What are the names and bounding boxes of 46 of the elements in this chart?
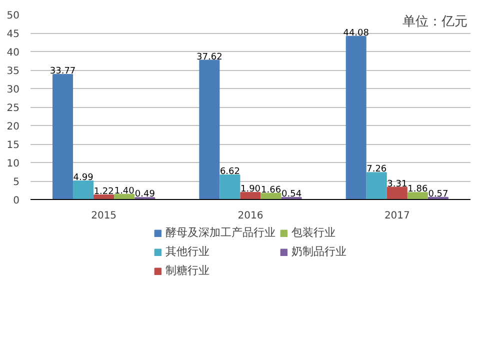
y-tick-label: 5 <box>13 177 20 188</box>
x-tick-label: 2017 <box>384 210 410 222</box>
y-tick-label: 35 <box>6 66 20 77</box>
data-label: 1.90 <box>240 184 261 194</box>
data-label: 3.31 <box>387 179 408 190</box>
bar <box>386 186 408 200</box>
y-tick-label: 10 <box>6 158 20 170</box>
legend-label: 包装行业 <box>292 225 336 240</box>
bar <box>346 36 366 200</box>
bar <box>94 194 114 200</box>
bar <box>407 192 428 200</box>
bar <box>199 60 220 200</box>
y-tick-label: 0 <box>13 196 20 206</box>
y-tick-label: 15 <box>6 140 20 151</box>
data-label: 44.08 <box>343 28 370 38</box>
data-label: 0.49 <box>134 190 156 200</box>
legend-label: 奶制品行业 <box>292 244 346 259</box>
data-label: 1.66 <box>261 185 282 196</box>
data-label: 1.40 <box>114 186 135 196</box>
y-tick-label: 50 <box>6 10 20 22</box>
data-label: 0.57 <box>428 189 448 200</box>
data-label: 37.62 <box>196 52 222 62</box>
y-tick-label: 45 <box>6 29 20 40</box>
legend-label: 酵母及深加工产品行业 <box>166 225 276 240</box>
x-tick-label: 2016 <box>238 210 264 222</box>
data-label: 0.54 <box>282 190 302 200</box>
y-tick-label: 40 <box>6 48 20 58</box>
y-tick-label: 20 <box>6 122 20 132</box>
data-label: 33.77 <box>50 66 76 77</box>
data-label: 7.26 <box>366 164 387 175</box>
annotation: 单位：亿元 <box>402 14 468 30</box>
bar <box>220 174 240 200</box>
x-tick-label: 2015 <box>91 210 117 222</box>
bar <box>240 192 261 200</box>
legend-label: 制糖行业 <box>166 263 210 278</box>
bar <box>52 74 74 200</box>
y-tick-label: 25 <box>6 103 20 114</box>
y-tick-label: 30 <box>6 84 20 96</box>
legend-label: 其他行业 <box>166 244 210 259</box>
data-label: 1.22 <box>94 186 114 197</box>
data-label: 1.86 <box>408 184 428 195</box>
bar <box>366 172 387 200</box>
bar <box>73 180 94 200</box>
bar <box>260 192 282 200</box>
data-label: 6.62 <box>220 167 240 178</box>
data-label: 4.99 <box>73 173 94 184</box>
